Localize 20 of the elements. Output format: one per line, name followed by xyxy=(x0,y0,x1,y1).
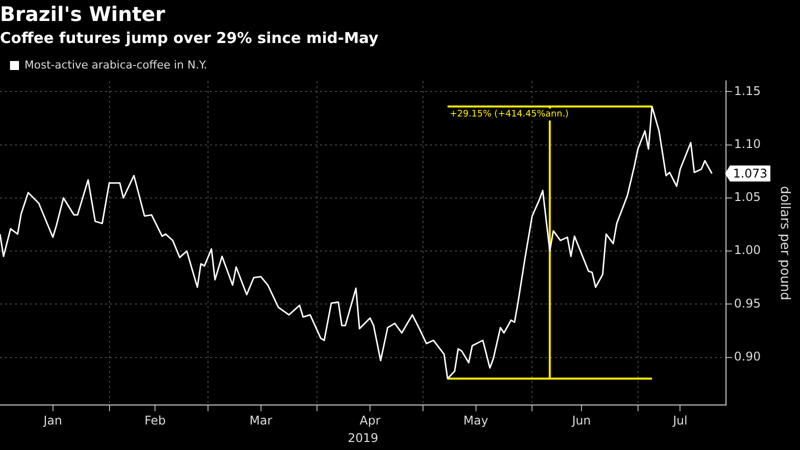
x-tick-label: Jul xyxy=(672,414,688,428)
annotation: 1.073 xyxy=(733,166,768,181)
y-tick-label: 1.15 xyxy=(734,84,761,98)
x-tick-label: Jun xyxy=(571,414,591,428)
legend-label: Most-active arabica-coffee in N.Y. xyxy=(24,58,208,72)
y-tick-label: 1.00 xyxy=(734,243,761,258)
x-tick-label: Feb xyxy=(144,414,166,428)
y-tick-label: 1.05 xyxy=(734,190,761,204)
y-axis-title: dollars per pound xyxy=(776,186,792,300)
x-tick-label: Apr xyxy=(360,414,380,428)
annotation: +29.15% (+414.45%ann.) xyxy=(450,109,569,120)
y-tick-label: 0.90 xyxy=(734,349,761,364)
y-tick-label: 0.95 xyxy=(734,296,761,310)
chart-title: Brazil's Winter xyxy=(0,2,166,26)
x-tick-label: May xyxy=(463,414,488,428)
x-axis-title: 2019 xyxy=(348,430,378,445)
y-tick-label: 1.10 xyxy=(734,136,761,151)
chart-subtitle: Coffee futures jump over 29% since mid-May xyxy=(0,28,379,47)
x-tick-label: Mar xyxy=(249,414,272,428)
x-tick-label: Jan xyxy=(42,414,62,428)
